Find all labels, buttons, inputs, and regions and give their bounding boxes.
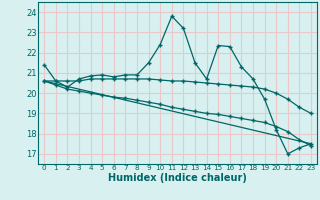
X-axis label: Humidex (Indice chaleur): Humidex (Indice chaleur) (108, 173, 247, 183)
